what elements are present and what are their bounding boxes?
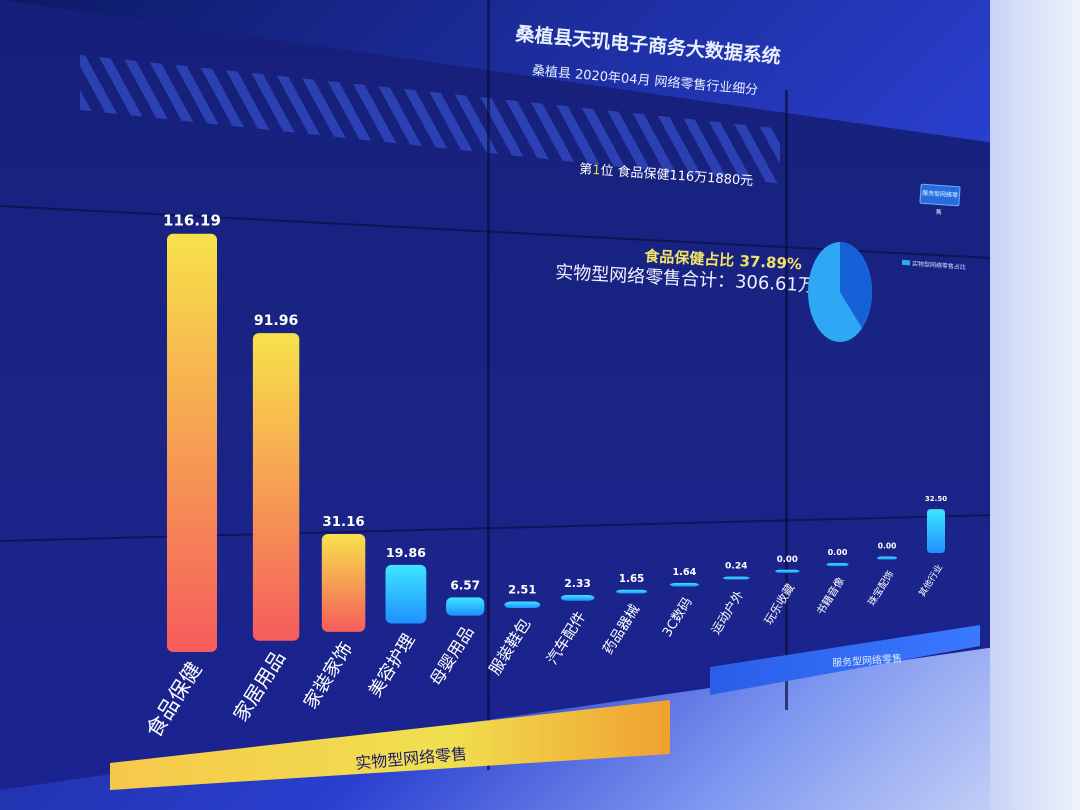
panel-bezel xyxy=(487,0,490,770)
bar-value-label: 6.57 xyxy=(450,578,480,592)
category-label: 汽车配件 xyxy=(544,608,590,667)
category-label: 母婴用品 xyxy=(426,623,477,689)
category-label: 运动户外 xyxy=(708,587,747,636)
bar-9 xyxy=(722,576,750,580)
bar-value-label: 0.00 xyxy=(777,555,798,565)
category-label: 家居用品 xyxy=(229,647,290,726)
wall-edge xyxy=(990,0,1080,810)
bar-4 xyxy=(446,597,485,616)
bar-13 xyxy=(927,509,945,553)
bar-value-label: 1.65 xyxy=(619,573,644,585)
pie-slice-share xyxy=(840,242,872,329)
category-label: 药品器械 xyxy=(600,602,643,658)
category-label: 3C数码 xyxy=(660,595,696,640)
bar-5 xyxy=(504,601,541,609)
category-label: 食品保健 xyxy=(142,658,207,742)
bar-0 xyxy=(167,233,217,652)
bar-7 xyxy=(616,589,648,594)
category-label: 玩乐收藏 xyxy=(761,581,797,627)
category-label: 美容护理 xyxy=(365,631,419,701)
bar-value-label: 1.64 xyxy=(672,567,696,578)
bar-3 xyxy=(385,564,427,624)
bar-10 xyxy=(775,569,800,573)
bar-11 xyxy=(826,563,849,567)
bar-value-label: 31.16 xyxy=(322,515,364,530)
bar-2 xyxy=(321,533,366,632)
category-label: 服装鞋包 xyxy=(485,615,534,678)
bar-value-label: 0.00 xyxy=(828,548,848,557)
category-label: 书籍音像 xyxy=(814,574,848,617)
bar-value-label: 91.96 xyxy=(254,313,299,329)
bar-value-label: 2.51 xyxy=(508,583,536,597)
share-pie-chart xyxy=(805,240,875,345)
bar-value-label: 2.33 xyxy=(564,577,591,590)
bar-12 xyxy=(877,556,898,560)
bar-6 xyxy=(560,595,595,601)
bar-value-label: 32.50 xyxy=(925,495,947,503)
bar-value-label: 19.86 xyxy=(386,545,426,560)
bar-8 xyxy=(670,583,699,587)
category-label: 家装家饰 xyxy=(300,639,357,713)
bar-value-label: 116.19 xyxy=(163,212,221,230)
category-label: 珠宝配饰 xyxy=(865,568,897,608)
bar-value-label: 0.00 xyxy=(878,542,897,551)
bar-1 xyxy=(252,333,300,641)
category-label: 其他行业 xyxy=(916,562,945,599)
bar-value-label: 0.24 xyxy=(725,562,748,572)
panel-bezel xyxy=(785,90,788,710)
